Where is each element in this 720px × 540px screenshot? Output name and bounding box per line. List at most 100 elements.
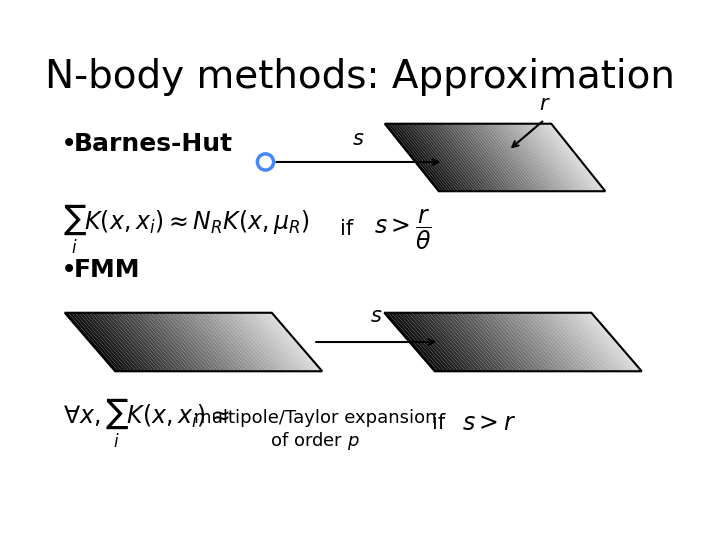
Polygon shape (227, 313, 281, 372)
Text: FMM: FMM (73, 258, 140, 282)
Polygon shape (168, 313, 222, 372)
Polygon shape (550, 313, 604, 372)
Polygon shape (412, 313, 466, 372)
Polygon shape (419, 313, 472, 372)
Polygon shape (477, 124, 533, 191)
Polygon shape (507, 124, 564, 191)
Polygon shape (498, 313, 552, 372)
Polygon shape (404, 124, 461, 191)
Polygon shape (165, 313, 219, 372)
Polygon shape (206, 313, 260, 372)
Polygon shape (457, 124, 513, 191)
Polygon shape (269, 313, 322, 372)
Polygon shape (533, 313, 587, 372)
Text: $\sum_{i} K(x, x_i) \approx N_R K(x, \mu_R)$: $\sum_{i} K(x, x_i) \approx N_R K(x, \mu… (63, 202, 310, 256)
Polygon shape (543, 313, 597, 372)
Polygon shape (518, 124, 575, 191)
Polygon shape (432, 124, 489, 191)
Polygon shape (134, 313, 188, 372)
Polygon shape (117, 313, 171, 372)
Polygon shape (393, 124, 450, 191)
Polygon shape (199, 313, 253, 372)
Polygon shape (75, 313, 129, 372)
Polygon shape (546, 313, 600, 372)
Polygon shape (138, 313, 191, 372)
Polygon shape (151, 313, 205, 372)
Text: $s > r$: $s > r$ (462, 411, 516, 435)
Polygon shape (123, 313, 177, 372)
Polygon shape (258, 313, 312, 372)
Polygon shape (440, 124, 497, 191)
Polygon shape (244, 313, 298, 372)
Polygon shape (109, 313, 163, 372)
Polygon shape (535, 124, 591, 191)
Polygon shape (179, 313, 233, 372)
Polygon shape (413, 124, 469, 191)
Polygon shape (390, 124, 447, 191)
Polygon shape (387, 124, 444, 191)
Polygon shape (426, 313, 480, 372)
Polygon shape (462, 124, 519, 191)
Polygon shape (516, 124, 572, 191)
Polygon shape (459, 124, 516, 191)
Polygon shape (454, 124, 511, 191)
Text: $s$: $s$ (352, 130, 364, 150)
Polygon shape (471, 313, 524, 372)
Polygon shape (501, 124, 558, 191)
Polygon shape (519, 313, 572, 372)
Polygon shape (120, 313, 174, 372)
Polygon shape (585, 313, 639, 372)
Polygon shape (491, 313, 545, 372)
Polygon shape (423, 124, 480, 191)
Polygon shape (86, 313, 139, 372)
Polygon shape (399, 124, 456, 191)
Polygon shape (240, 313, 294, 372)
Polygon shape (496, 124, 552, 191)
Text: $r$: $r$ (539, 94, 550, 114)
Polygon shape (186, 313, 239, 372)
Polygon shape (460, 313, 514, 372)
Polygon shape (402, 124, 458, 191)
Polygon shape (512, 313, 566, 372)
Polygon shape (474, 313, 528, 372)
Polygon shape (571, 313, 624, 372)
Polygon shape (429, 313, 483, 372)
Polygon shape (407, 124, 464, 191)
Polygon shape (388, 313, 441, 372)
Polygon shape (465, 124, 522, 191)
Polygon shape (490, 124, 547, 191)
Polygon shape (410, 124, 467, 191)
Polygon shape (443, 313, 497, 372)
Polygon shape (505, 313, 559, 372)
Polygon shape (536, 313, 590, 372)
Polygon shape (265, 313, 319, 372)
Text: •: • (61, 130, 77, 158)
Polygon shape (446, 313, 500, 372)
Polygon shape (522, 313, 576, 372)
Polygon shape (158, 313, 212, 372)
Polygon shape (554, 313, 607, 372)
Polygon shape (549, 124, 606, 191)
Polygon shape (532, 124, 589, 191)
Polygon shape (468, 124, 525, 191)
Polygon shape (96, 313, 150, 372)
Polygon shape (395, 313, 449, 372)
Polygon shape (213, 313, 267, 372)
Polygon shape (529, 313, 583, 372)
Circle shape (257, 154, 274, 170)
Polygon shape (498, 124, 555, 191)
Polygon shape (217, 313, 271, 372)
Polygon shape (68, 313, 122, 372)
Polygon shape (435, 124, 492, 191)
Polygon shape (543, 124, 600, 191)
Polygon shape (477, 313, 531, 372)
Polygon shape (384, 313, 438, 372)
Polygon shape (567, 313, 621, 372)
Polygon shape (144, 313, 198, 372)
Polygon shape (415, 124, 472, 191)
Polygon shape (384, 124, 441, 191)
Polygon shape (255, 313, 308, 372)
Polygon shape (396, 124, 453, 191)
Polygon shape (436, 313, 490, 372)
Polygon shape (398, 313, 452, 372)
